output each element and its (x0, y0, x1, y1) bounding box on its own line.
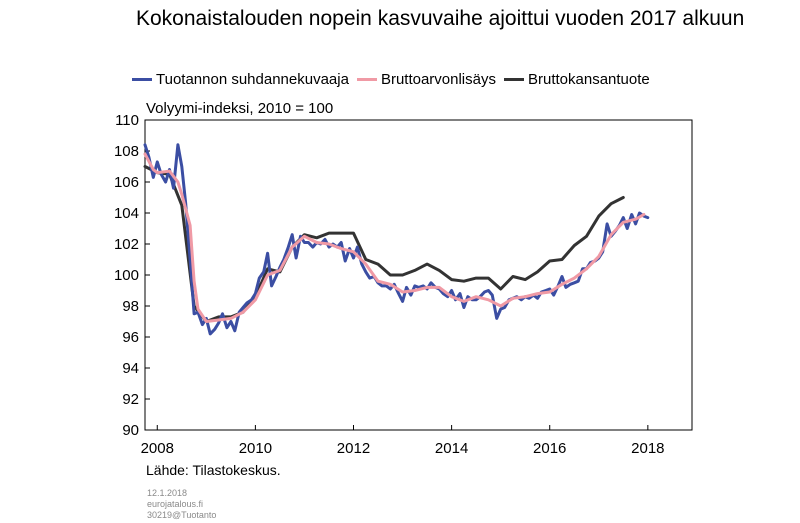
x-axis: 2008 2010 2012 2014 2016 2018 (141, 425, 665, 457)
legend: Tuotannon suhdannekuvaaja Bruttoarvonlis… (132, 68, 658, 90)
legend-swatch-production (132, 77, 152, 81)
legend-item-value-added: Bruttoarvonlisäys (356, 70, 496, 88)
y-tick-label: 100 (114, 267, 139, 284)
footer-code: 30219@Tuotanto (147, 510, 217, 520)
series-line-1 (143, 152, 646, 323)
x-tick-label: 2018 (631, 440, 664, 457)
legend-label-production: Tuotannon suhdannekuvaaja (156, 70, 349, 88)
x-tick-label: 2012 (337, 440, 370, 457)
y-tick-label: 106 (114, 174, 139, 191)
legend-item-gdp: Bruttokansantuote (504, 71, 650, 88)
legend-swatch-gdp (504, 77, 524, 81)
x-tick-label: 2014 (435, 440, 468, 457)
legend-swatch-value-added (356, 77, 377, 81)
source-note: Lähde: Tilastokeskus. (146, 462, 281, 478)
footer-date: 12.1.2018 (147, 488, 188, 498)
chart-title: Kokonaistalouden nopein kasvuvaihe ajoit… (136, 7, 745, 30)
series-lines (143, 143, 650, 336)
y-tick-label: 104 (114, 205, 139, 222)
y-tick-label: 110 (115, 112, 139, 129)
series-line-2 (143, 165, 625, 323)
y-tick-label: 96 (122, 329, 139, 346)
series-line-0 (143, 143, 650, 336)
footer-site: eurojatalous.fi (147, 499, 204, 509)
legend-label-value-added: Bruttoarvonlisäys (380, 70, 496, 88)
y-axis: 110 108 106 104 102 100 98 96 94 92 90 (114, 112, 150, 439)
x-tick-label: 2016 (533, 440, 566, 457)
y-tick-label: 90 (122, 422, 139, 439)
legend-label-gdp: Bruttokansantuote (528, 70, 650, 88)
y-tick-label: 94 (122, 360, 139, 377)
plot-frame (144, 119, 693, 431)
y-tick-label: 98 (122, 298, 139, 315)
x-tick-label: 2008 (141, 440, 174, 457)
y-tick-label: 92 (122, 391, 139, 408)
y-tick-label: 102 (114, 236, 139, 253)
legend-item-production: Tuotannon suhdannekuvaaja (132, 71, 349, 88)
x-tick-label: 2010 (239, 440, 272, 457)
y-tick-label: 108 (114, 143, 139, 160)
y-axis-label: Volyymi-indeksi, 2010 = 100 (146, 100, 334, 117)
